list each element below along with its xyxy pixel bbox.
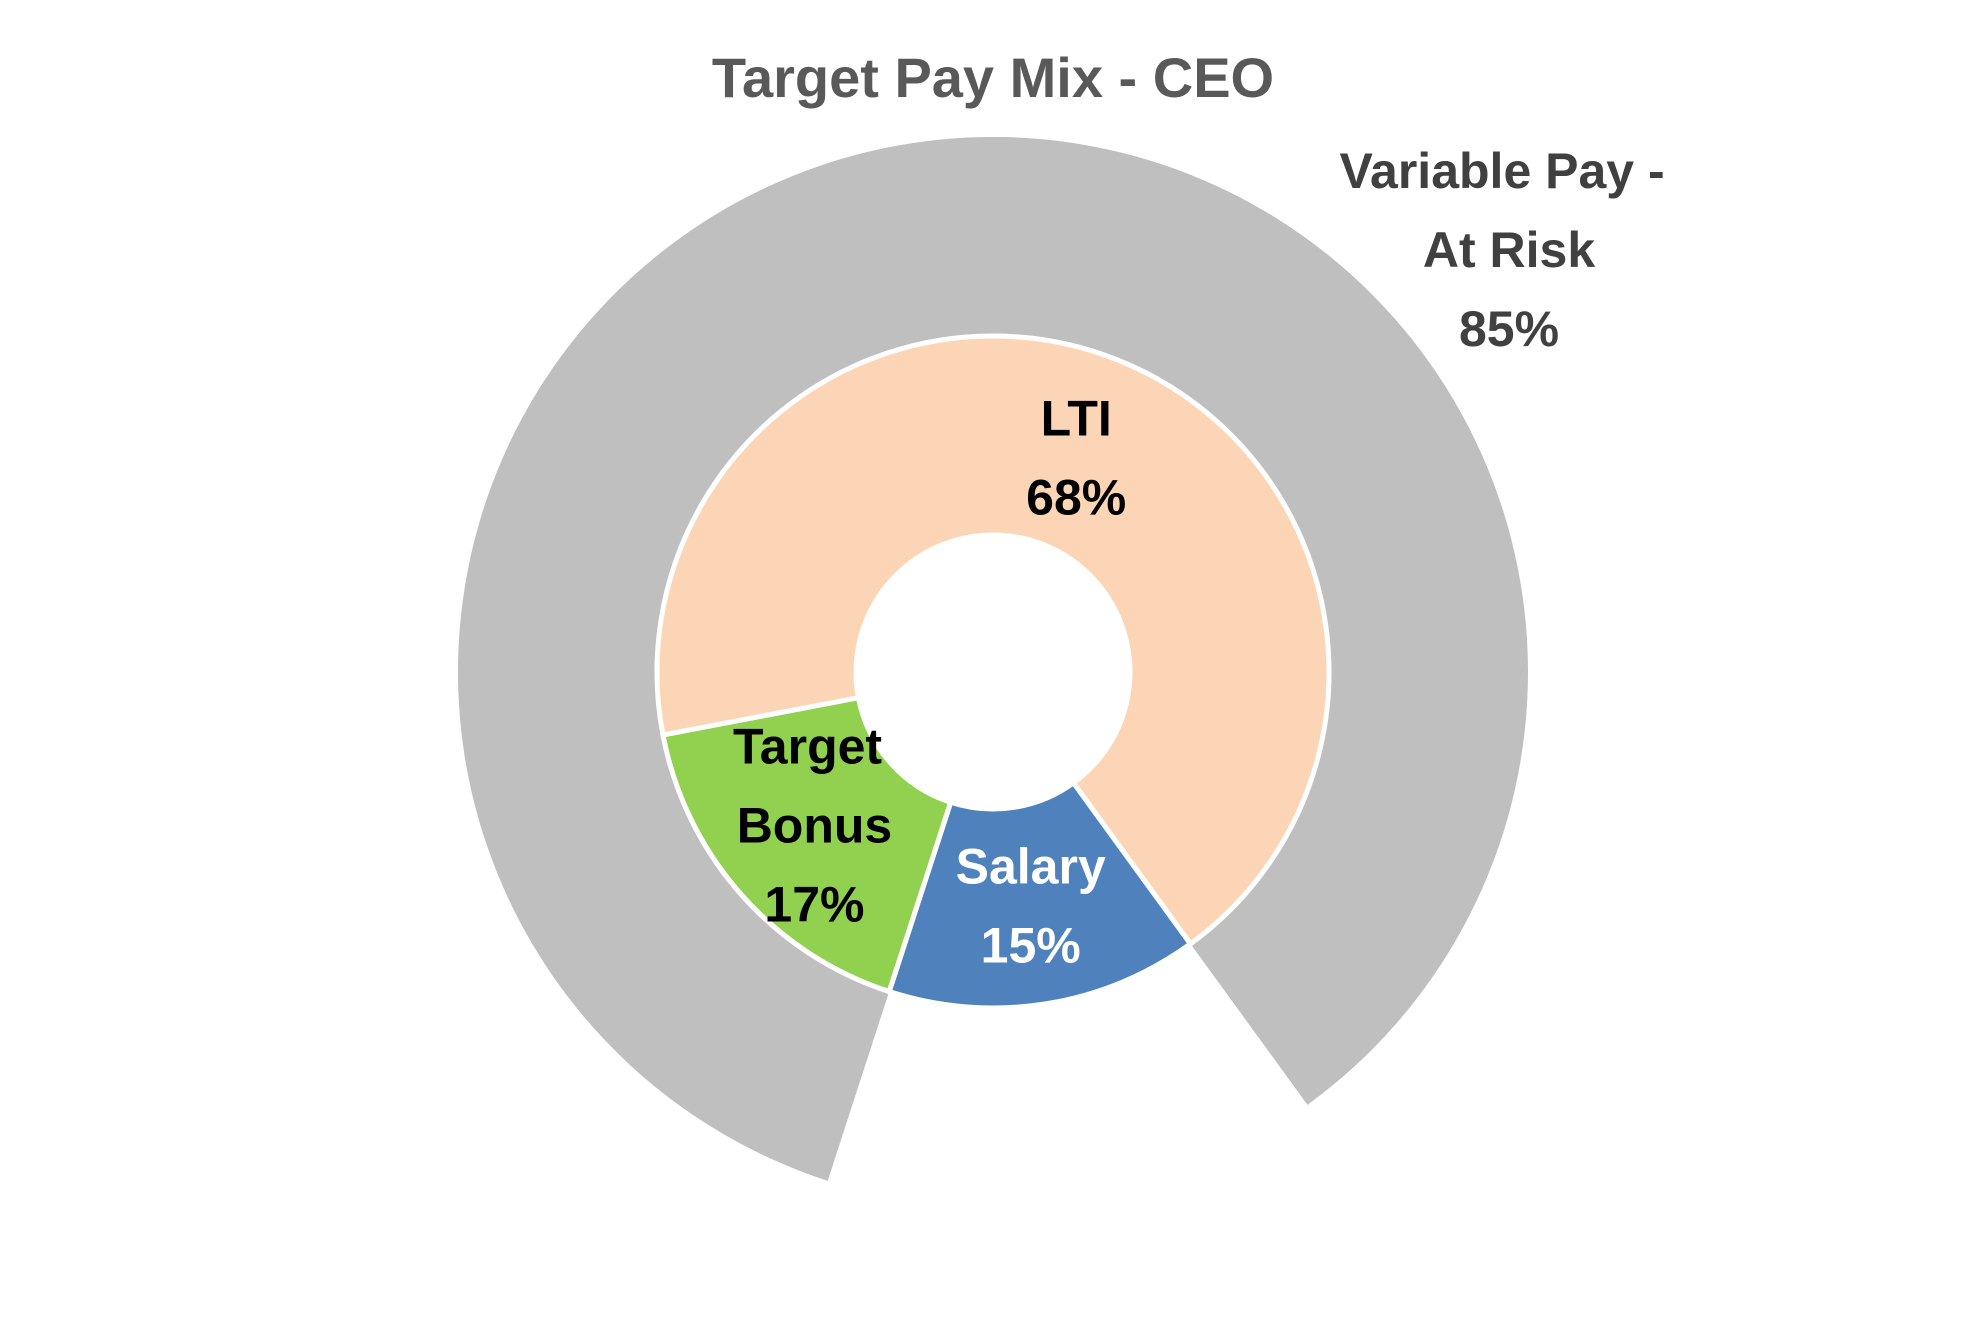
slice-value-label: 17% xyxy=(764,877,864,933)
slice xyxy=(886,779,1194,1011)
slice-value-label: 85% xyxy=(1459,301,1559,357)
slice xyxy=(654,333,1332,948)
slice-label: LTI xyxy=(1041,391,1112,447)
slice-value-label: 68% xyxy=(1026,470,1126,526)
slice-label: Variable Pay - At Risk xyxy=(1339,143,1678,278)
slice-label: Target Bonus xyxy=(733,719,896,854)
outer-slice xyxy=(458,136,1529,1181)
slice-label: Salary xyxy=(956,839,1106,895)
slice xyxy=(660,694,954,995)
chart-title: Target Pay Mix - CEO xyxy=(712,46,1274,109)
slice-value-label: 15% xyxy=(981,918,1081,974)
